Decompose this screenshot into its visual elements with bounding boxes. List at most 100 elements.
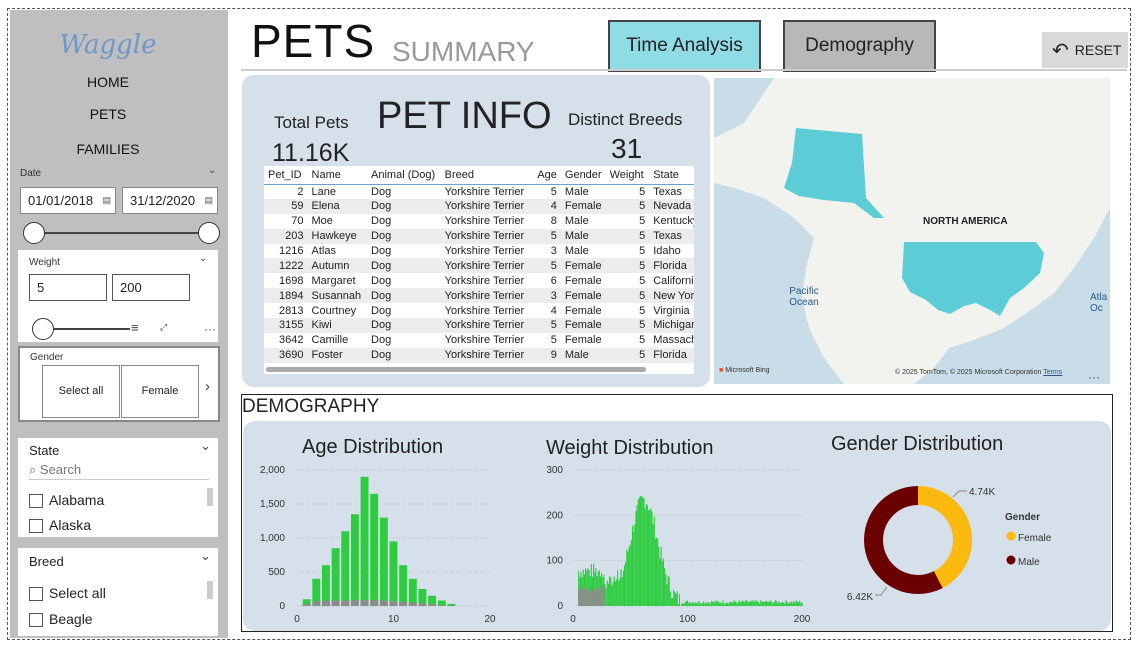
bar[interactable]: [672, 598, 674, 606]
bar[interactable]: [641, 496, 643, 606]
bar[interactable]: [593, 563, 595, 606]
bar[interactable]: [720, 602, 722, 606]
bar[interactable]: [740, 601, 742, 606]
bar[interactable]: [729, 601, 731, 606]
bar[interactable]: [660, 546, 662, 606]
bar[interactable]: [705, 602, 707, 606]
weight-slider-handle[interactable]: [32, 318, 54, 340]
chevron-down-icon[interactable]: ⌄: [208, 165, 217, 176]
bar[interactable]: [618, 580, 620, 606]
bar[interactable]: [773, 602, 776, 606]
bar[interactable]: [428, 595, 437, 606]
reset-button[interactable]: ↶ RESET: [1042, 32, 1128, 68]
table-row[interactable]: 59 Elena Dog Yorkshire Terrier 4 Female 5 Nevad…: [264, 198, 694, 214]
bar[interactable]: [751, 600, 753, 606]
bar[interactable]: [739, 601, 741, 606]
bar[interactable]: [331, 548, 340, 606]
weight-distribution-chart[interactable]: 0 100 200 300 0 100 200: [530, 458, 820, 630]
legend-label[interactable]: Male: [1018, 557, 1040, 568]
bar[interactable]: [408, 578, 417, 606]
bar[interactable]: [684, 601, 686, 606]
age-distribution-chart[interactable]: 0 500 1,000 1,500 2,000 0 10 20: [245, 458, 515, 630]
bar[interactable]: [609, 576, 611, 606]
bar[interactable]: [794, 602, 796, 606]
pie-slice[interactable]: [864, 486, 943, 594]
bar[interactable]: [724, 603, 726, 606]
bar[interactable]: [756, 600, 758, 606]
bar[interactable]: [626, 549, 628, 606]
bar[interactable]: [800, 603, 802, 606]
bar[interactable]: [598, 570, 600, 606]
checkbox[interactable]: [29, 613, 43, 628]
bar[interactable]: [797, 602, 800, 606]
bar[interactable]: [715, 600, 717, 606]
bar[interactable]: [578, 571, 580, 606]
bar[interactable]: [710, 600, 713, 606]
bar[interactable]: [587, 568, 589, 606]
bar[interactable]: [759, 603, 761, 606]
bar[interactable]: [302, 599, 311, 606]
bar[interactable]: [389, 601, 398, 606]
bar[interactable]: [312, 578, 321, 606]
more-options-icon[interactable]: ···: [1088, 370, 1100, 384]
bar[interactable]: [770, 601, 772, 606]
bar[interactable]: [666, 584, 668, 606]
bar[interactable]: [614, 581, 616, 606]
calendar-icon[interactable]: ▤: [204, 195, 213, 205]
bar[interactable]: [581, 586, 583, 606]
bar[interactable]: [775, 600, 777, 606]
bar[interactable]: [702, 601, 705, 606]
chevron-down-icon[interactable]: ⌄: [200, 548, 211, 563]
bar[interactable]: [599, 587, 602, 606]
bar[interactable]: [789, 603, 792, 606]
bar[interactable]: [610, 577, 612, 606]
bar[interactable]: [611, 585, 613, 606]
state-item-alaska[interactable]: Alaska: [29, 517, 91, 534]
horizontal-scrollbar[interactable]: [266, 367, 646, 372]
demography-button[interactable]: Demography: [783, 20, 936, 72]
bar[interactable]: [580, 588, 582, 606]
bar[interactable]: [786, 601, 788, 606]
bar[interactable]: [701, 603, 703, 606]
bar[interactable]: [795, 600, 797, 606]
bar[interactable]: [712, 602, 714, 606]
bar[interactable]: [749, 601, 752, 606]
bar[interactable]: [587, 591, 589, 606]
bar[interactable]: [586, 570, 588, 606]
bar[interactable]: [718, 602, 721, 606]
focus-mode-icon[interactable]: ⤢: [160, 322, 168, 332]
bar[interactable]: [643, 498, 645, 606]
bar[interactable]: [595, 590, 597, 606]
gender-option-female[interactable]: Female: [121, 365, 199, 418]
bar[interactable]: [668, 577, 670, 606]
checkbox[interactable]: [29, 494, 43, 509]
bar[interactable]: [418, 603, 427, 606]
bar[interactable]: [598, 590, 600, 606]
bar[interactable]: [635, 510, 637, 606]
bar[interactable]: [677, 604, 679, 606]
bar[interactable]: [678, 593, 681, 606]
table-row[interactable]: 1894 Susannah Dog Yorkshire Terrier 3 Female 5…: [264, 288, 694, 304]
bar[interactable]: [716, 601, 718, 606]
bar[interactable]: [360, 599, 369, 606]
bar[interactable]: [312, 601, 321, 606]
bar[interactable]: [399, 601, 408, 606]
bar[interactable]: [604, 584, 606, 606]
bar[interactable]: [725, 603, 728, 606]
filter-icon[interactable]: ≡: [131, 320, 139, 335]
bar[interactable]: [591, 589, 594, 606]
terms-link[interactable]: Terms: [1043, 369, 1063, 376]
bar[interactable]: [698, 600, 700, 606]
bar[interactable]: [593, 591, 595, 606]
bar[interactable]: [586, 590, 588, 606]
bar[interactable]: [629, 544, 631, 606]
bar[interactable]: [727, 602, 729, 606]
bar[interactable]: [603, 586, 605, 606]
map-visual[interactable]: NORTH AMERICA Pacific Ocean Atla Oc ■ Mi…: [714, 78, 1110, 384]
bar[interactable]: [437, 605, 446, 606]
bar[interactable]: [621, 577, 623, 606]
bar[interactable]: [582, 589, 584, 606]
bar[interactable]: [765, 600, 768, 606]
bar[interactable]: [620, 569, 622, 606]
date-start-input[interactable]: 01/01/2018 ▤: [20, 187, 116, 214]
